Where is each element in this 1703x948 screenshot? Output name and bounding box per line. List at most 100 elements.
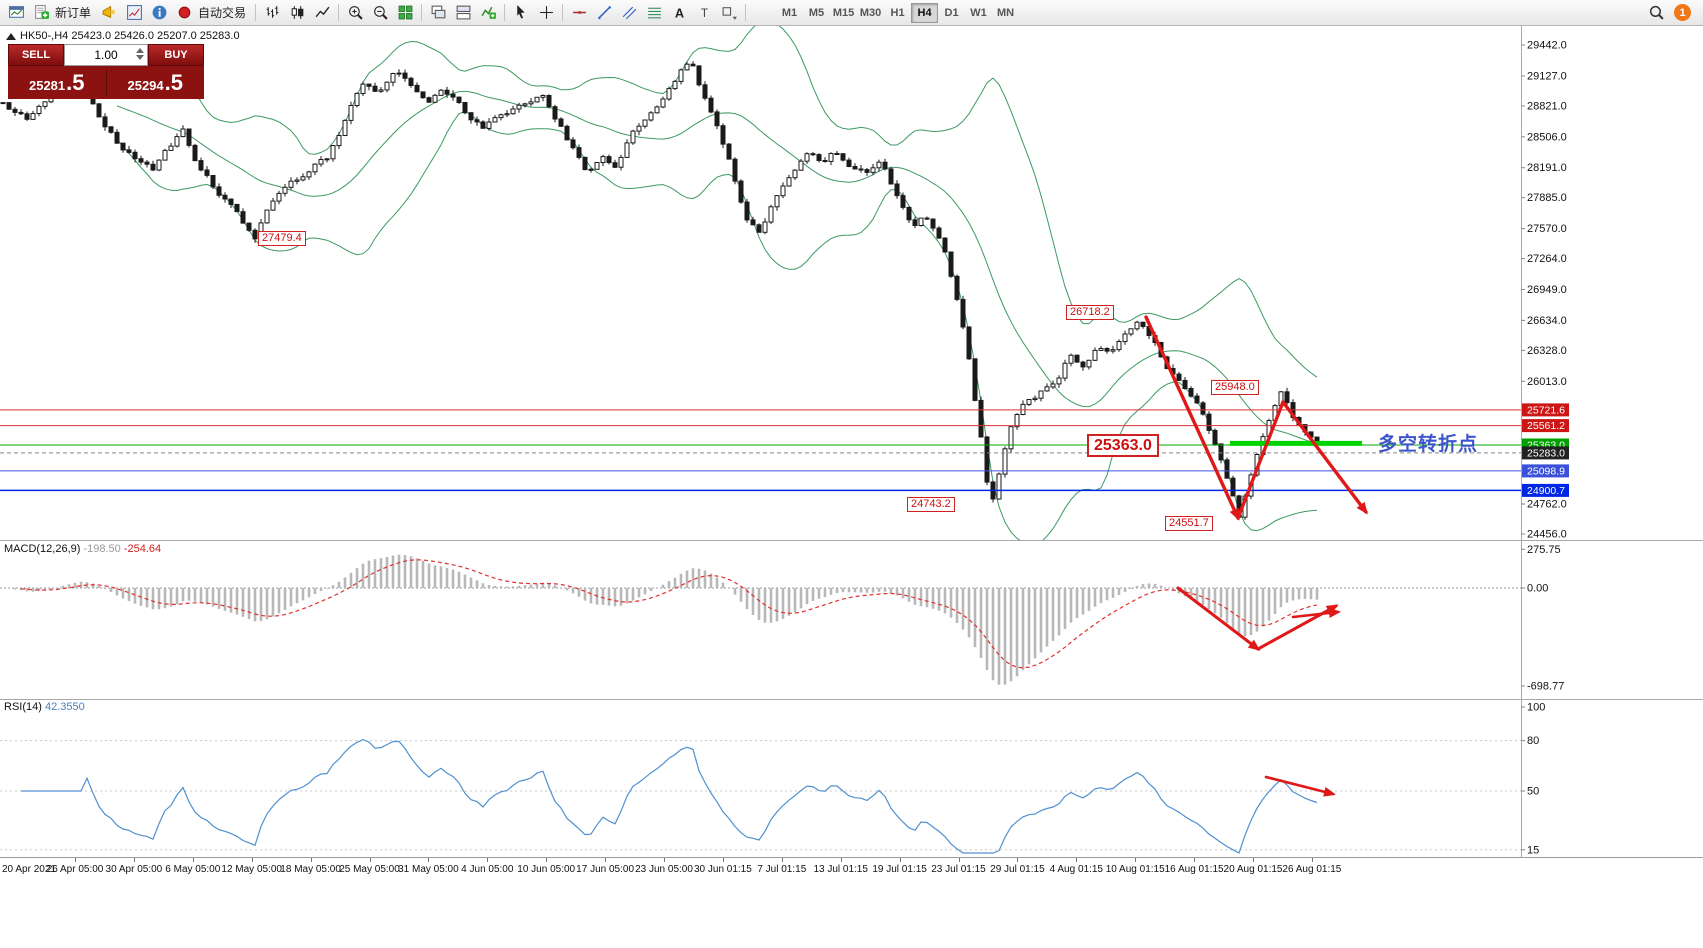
- fibo-icon[interactable]: [642, 2, 666, 24]
- trend-arrow[interactable]: [1176, 586, 1261, 651]
- volume-stepper[interactable]: [136, 48, 144, 60]
- trend-arrow[interactable]: [1291, 608, 1341, 619]
- price-flag[interactable]: 25948.0: [1211, 380, 1259, 395]
- time-axis-label: 23 Jun 05:00: [635, 864, 693, 875]
- time-axis-tick: [723, 858, 724, 862]
- timeframe-W1[interactable]: W1: [970, 6, 987, 19]
- time-axis-tick: [782, 858, 783, 862]
- market-watch-icon[interactable]: [122, 2, 146, 24]
- zoom-out-icon[interactable]: [368, 2, 392, 24]
- arrange2-icon[interactable]: [451, 2, 475, 24]
- time-axis-tick: [1135, 858, 1136, 862]
- price-level-axis-label: 25098.9: [1527, 465, 1565, 477]
- time-axis-tick: [1076, 858, 1077, 862]
- zoom-in-icon[interactable]: [343, 2, 367, 24]
- time-axis-label: 18 May 05:00: [280, 864, 341, 875]
- crosshair-icon[interactable]: [534, 2, 558, 24]
- search-icon[interactable]: [1644, 2, 1668, 24]
- sell-price[interactable]: 25281.5: [8, 71, 106, 94]
- volume-input[interactable]: 1.00: [64, 44, 148, 66]
- macd-panel-canvas[interactable]: 275.75 0.00 -698.77: [0, 540, 1703, 699]
- new-order-icon[interactable]: [29, 2, 53, 24]
- main-chart-canvas[interactable]: 25721.6 25561.2 25363.0 25283.0 25098.9 24900…: [0, 26, 1703, 540]
- indicators-icon[interactable]: [476, 2, 500, 24]
- time-axis-tick: [75, 858, 76, 862]
- timeframe-M5[interactable]: M5: [808, 6, 825, 19]
- timeframe-D1[interactable]: D1: [944, 6, 959, 19]
- linechart-icon[interactable]: [310, 2, 334, 24]
- hline-icon[interactable]: [567, 2, 591, 24]
- channel-icon[interactable]: [617, 2, 641, 24]
- turning-point-annotation[interactable]: 多空转折点: [1378, 434, 1479, 455]
- timeframe-MN[interactable]: MN: [996, 6, 1015, 19]
- candles-icon[interactable]: [285, 2, 309, 24]
- timeframe-M15[interactable]: M15: [832, 6, 855, 19]
- arrange-icon[interactable]: [426, 2, 450, 24]
- cursor-icon[interactable]: [509, 2, 533, 24]
- alert-icon[interactable]: [97, 2, 121, 24]
- toolbar-separator: [504, 4, 506, 21]
- rsi-axis-label: 50: [1527, 786, 1539, 798]
- timeframe-H4[interactable]: H4: [911, 2, 939, 23]
- chart-window-icon[interactable]: [4, 2, 28, 24]
- bars-icon[interactable]: [260, 2, 284, 24]
- time-axis-tick: [959, 858, 960, 862]
- price-axis-label: 28191.0: [1527, 162, 1567, 174]
- autotrade-label[interactable]: 自动交易: [198, 6, 247, 20]
- price-flag[interactable]: 25363.0: [1087, 434, 1159, 457]
- rsi-line: [21, 738, 1318, 854]
- price-axis-label: 24456.0: [1527, 529, 1567, 541]
- symbol-ohlc-text: HK50-,H4 25423.0 25426.0 25207.0 25283.0: [20, 30, 240, 42]
- shapes-icon[interactable]: [717, 2, 741, 24]
- time-axis[interactable]: 20 Apr 2021 26 Apr 05:00 30 Apr 05:00 6 May…: [0, 857, 1703, 879]
- timeframe-M1[interactable]: M1: [781, 6, 798, 19]
- trend-arrows: [1176, 586, 1341, 651]
- buy-price[interactable]: 25294.5: [107, 71, 205, 94]
- toolbar-separator: [745, 4, 747, 21]
- notification-badge[interactable]: 1: [1674, 4, 1691, 21]
- macd-indicator-label: MACD(12,26,9) -198.50 -254.64: [4, 543, 161, 555]
- price-flag[interactable]: 26718.2: [1066, 305, 1114, 320]
- rsi-axis-label: 100: [1527, 702, 1545, 714]
- price-axis-label: 28821.0: [1527, 100, 1567, 112]
- symbol-marker-icon: [6, 32, 16, 40]
- price-axis-label: 28506.0: [1527, 131, 1567, 143]
- svg-text:T: T: [700, 7, 707, 20]
- buy-button[interactable]: BUY: [148, 44, 204, 66]
- price-flag[interactable]: 27479.4: [258, 231, 306, 246]
- trendline-icon[interactable]: [592, 2, 616, 24]
- price-flag[interactable]: 24551.7: [1165, 516, 1213, 531]
- sell-button[interactable]: SELL: [8, 44, 64, 66]
- tile-windows-icon[interactable]: [393, 2, 417, 24]
- label-icon[interactable]: T: [692, 2, 716, 24]
- new-order-label[interactable]: 新订单: [55, 6, 92, 20]
- rsi-axis: 100 80 50 15: [0, 702, 1545, 856]
- trend-arrow[interactable]: [1144, 315, 1240, 521]
- text-icon[interactable]: A: [667, 2, 691, 24]
- time-axis-label: 31 May 05:00: [398, 864, 459, 875]
- toolbar-separator: [421, 4, 423, 21]
- time-axis-label: 26 Aug 01:15: [1282, 864, 1342, 875]
- price-flag[interactable]: 24743.2: [907, 497, 955, 512]
- time-axis-tick: [1194, 858, 1195, 862]
- rsi-panel-canvas[interactable]: 100 80 50 15: [0, 699, 1703, 857]
- time-axis-tick: [1017, 858, 1018, 862]
- timeframe-M30[interactable]: M30: [859, 6, 882, 19]
- trend-arrow[interactable]: [1281, 400, 1368, 515]
- time-axis-tick: [370, 858, 371, 862]
- time-axis-tick: [428, 858, 429, 862]
- time-axis-label: 25 May 05:00: [339, 864, 400, 875]
- info-icon[interactable]: [147, 2, 171, 24]
- volume-value: 1.00: [94, 48, 118, 62]
- time-axis-tick: [546, 858, 547, 862]
- price-axis-label: 26328.0: [1527, 345, 1567, 357]
- timeframe-H1[interactable]: H1: [890, 6, 905, 19]
- bollinger-bands: [116, 26, 1318, 540]
- trend-arrow[interactable]: [1264, 775, 1336, 797]
- macd-signal-line: [20, 559, 1318, 669]
- time-axis-tick: [1253, 858, 1254, 862]
- autotrade-icon[interactable]: [172, 2, 196, 24]
- trend-arrow[interactable]: [1236, 400, 1285, 520]
- price-axis-label: 26949.0: [1527, 284, 1567, 296]
